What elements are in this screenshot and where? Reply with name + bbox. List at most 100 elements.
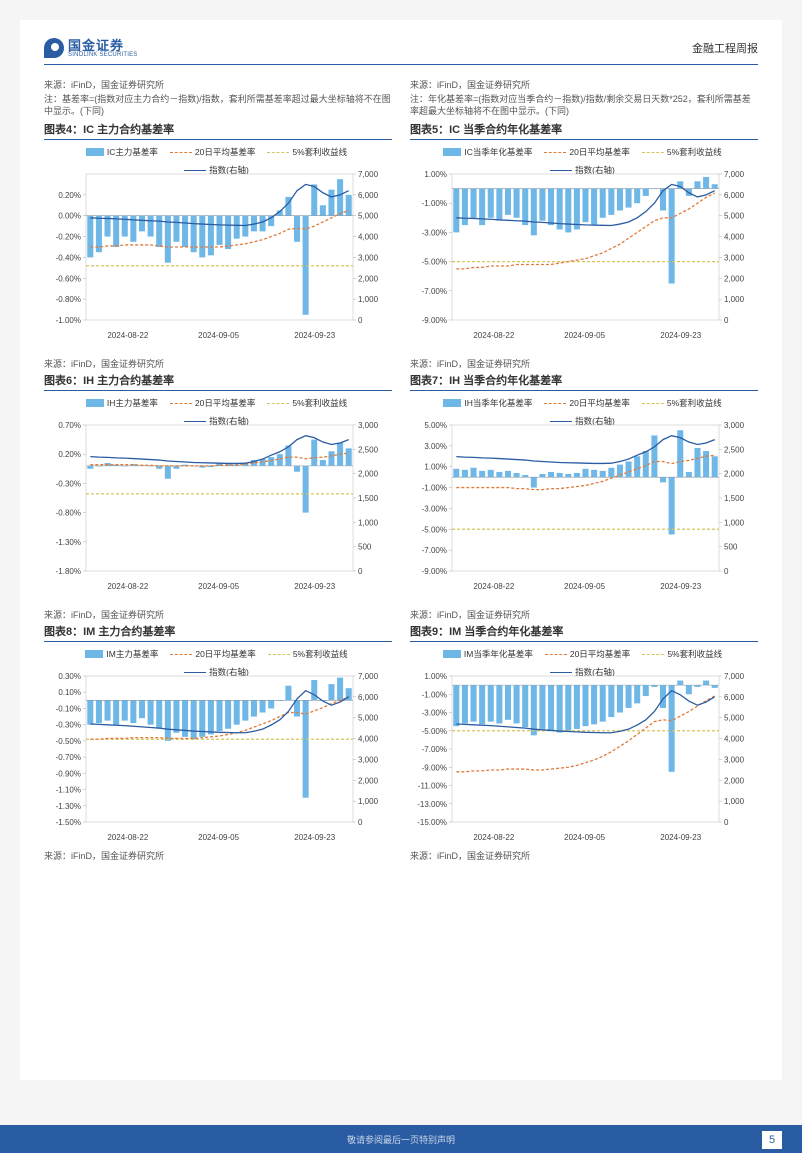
svg-text:2,000: 2,000 bbox=[358, 275, 379, 284]
svg-text:2024-08-22: 2024-08-22 bbox=[107, 331, 148, 340]
svg-text:-5.00%: -5.00% bbox=[422, 526, 447, 535]
svg-text:4,000: 4,000 bbox=[358, 735, 379, 744]
svg-text:2024-09-05: 2024-09-05 bbox=[564, 331, 605, 340]
svg-text:-0.50%: -0.50% bbox=[56, 737, 81, 746]
svg-text:2024-08-22: 2024-08-22 bbox=[107, 582, 148, 591]
svg-text:5,000: 5,000 bbox=[358, 714, 379, 723]
svg-text:5,000: 5,000 bbox=[358, 212, 379, 221]
svg-text:-0.90%: -0.90% bbox=[56, 770, 81, 779]
svg-text:4,000: 4,000 bbox=[724, 233, 745, 242]
svg-text:2,000: 2,000 bbox=[358, 777, 379, 786]
svg-text:1,000: 1,000 bbox=[724, 519, 745, 528]
svg-text:2024-09-23: 2024-09-23 bbox=[294, 331, 335, 340]
chart8: IM主力基差率20日平均基差率5%套利收益线指数(右轴)0.30%0.10%-0… bbox=[44, 646, 392, 846]
svg-text:-0.70%: -0.70% bbox=[56, 753, 81, 762]
svg-text:2024-09-05: 2024-09-05 bbox=[564, 582, 605, 591]
chart9-title: 图表9：IM 当季合约年化基差率 bbox=[410, 623, 758, 642]
chart7: IH当季年化基差率20日平均基差率5%套利收益线指数(右轴)5.00%3.00%… bbox=[410, 395, 758, 595]
source-label: 来源：iFinD，国金证券研究所 bbox=[44, 78, 392, 91]
svg-text:-1.30%: -1.30% bbox=[56, 802, 81, 811]
svg-text:1,000: 1,000 bbox=[724, 797, 745, 806]
svg-text:2024-09-05: 2024-09-05 bbox=[198, 582, 239, 591]
source-label: 来源：iFinD，国金证券研究所 bbox=[410, 608, 758, 621]
svg-text:-9.00%: -9.00% bbox=[422, 567, 447, 576]
svg-text:6,000: 6,000 bbox=[358, 191, 379, 200]
svg-text:0.70%: 0.70% bbox=[58, 421, 81, 430]
svg-text:0: 0 bbox=[724, 316, 729, 325]
svg-text:-0.60%: -0.60% bbox=[56, 275, 81, 284]
cell-mid-right: 来源：iFinD，国金证券研究所 图表7：IH 当季合约年化基差率 IH当季年化… bbox=[410, 354, 758, 595]
svg-text:0.20%: 0.20% bbox=[58, 191, 81, 200]
cell-top-left: 来源：iFinD，国金证券研究所 注：基差率=(指数对应主力合约－指数)/指数，… bbox=[44, 75, 392, 344]
svg-text:-7.00%: -7.00% bbox=[422, 745, 447, 754]
logo-en: SINOLINK SECURITIES bbox=[68, 52, 137, 58]
svg-text:3,000: 3,000 bbox=[358, 756, 379, 765]
svg-text:0.20%: 0.20% bbox=[58, 450, 81, 459]
svg-text:-1.10%: -1.10% bbox=[56, 786, 81, 795]
svg-text:0.00%: 0.00% bbox=[58, 212, 81, 221]
svg-text:-0.30%: -0.30% bbox=[56, 480, 81, 489]
source-label: 来源：iFinD，国金证券研究所 bbox=[410, 357, 758, 370]
svg-text:-3.00%: -3.00% bbox=[422, 229, 447, 238]
svg-text:1,000: 1,000 bbox=[358, 519, 379, 528]
chart8-title: 图表8：IM 主力合约基差率 bbox=[44, 623, 392, 642]
svg-text:1.00%: 1.00% bbox=[424, 170, 447, 179]
svg-text:1.00%: 1.00% bbox=[424, 672, 447, 681]
chart9: IM当季年化基差率20日平均基差率5%套利收益线指数(右轴)1.00%-1.00… bbox=[410, 646, 758, 846]
svg-text:1,000: 1,000 bbox=[358, 797, 379, 806]
svg-text:2024-09-23: 2024-09-23 bbox=[660, 833, 701, 842]
svg-text:-5.00%: -5.00% bbox=[422, 727, 447, 736]
svg-text:5.00%: 5.00% bbox=[424, 421, 447, 430]
chart6-title: 图表6：IH 主力合约基差率 bbox=[44, 372, 392, 391]
svg-text:7,000: 7,000 bbox=[724, 672, 745, 681]
svg-text:2024-09-23: 2024-09-23 bbox=[294, 582, 335, 591]
svg-text:-0.30%: -0.30% bbox=[56, 721, 81, 730]
svg-text:2,500: 2,500 bbox=[358, 446, 379, 455]
svg-text:-1.30%: -1.30% bbox=[56, 538, 81, 547]
svg-text:6,000: 6,000 bbox=[724, 693, 745, 702]
svg-text:3,000: 3,000 bbox=[358, 421, 379, 430]
svg-text:-5.00%: -5.00% bbox=[422, 258, 447, 267]
svg-text:6,000: 6,000 bbox=[358, 693, 379, 702]
svg-text:-0.40%: -0.40% bbox=[56, 254, 81, 263]
svg-text:-0.10%: -0.10% bbox=[56, 705, 81, 714]
svg-text:-1.80%: -1.80% bbox=[56, 567, 81, 576]
svg-text:4,000: 4,000 bbox=[724, 735, 745, 744]
svg-text:-15.00%: -15.00% bbox=[417, 818, 447, 827]
svg-text:500: 500 bbox=[358, 543, 372, 552]
svg-text:2024-09-23: 2024-09-23 bbox=[660, 582, 701, 591]
svg-text:2024-08-22: 2024-08-22 bbox=[473, 833, 514, 842]
svg-text:5,000: 5,000 bbox=[724, 714, 745, 723]
svg-text:-0.20%: -0.20% bbox=[56, 233, 81, 242]
svg-text:4,000: 4,000 bbox=[358, 233, 379, 242]
svg-text:500: 500 bbox=[724, 543, 738, 552]
svg-text:3,000: 3,000 bbox=[724, 254, 745, 263]
note-right: 注：年化基差率=(指数对应当季合约－指数)/指数/剩余交易日天数*252，套利所… bbox=[410, 93, 758, 117]
chart7-title: 图表7：IH 当季合约年化基差率 bbox=[410, 372, 758, 391]
svg-text:-1.00%: -1.00% bbox=[56, 316, 81, 325]
svg-text:-0.80%: -0.80% bbox=[56, 295, 81, 304]
chart4: IC主力基差率20日平均基差率5%套利收益线指数(右轴)0.20%0.00%-0… bbox=[44, 144, 392, 344]
svg-text:2024-09-05: 2024-09-05 bbox=[564, 833, 605, 842]
svg-text:7,000: 7,000 bbox=[358, 170, 379, 179]
svg-text:2024-09-23: 2024-09-23 bbox=[660, 331, 701, 340]
svg-text:2024-08-22: 2024-08-22 bbox=[473, 582, 514, 591]
source-label: 来源：iFinD，国金证券研究所 bbox=[44, 849, 392, 862]
svg-text:-9.00%: -9.00% bbox=[422, 316, 447, 325]
page: 国金证券 SINOLINK SECURITIES 金融工程周报 来源：iFinD… bbox=[20, 20, 782, 1080]
svg-text:-3.00%: -3.00% bbox=[422, 505, 447, 514]
svg-text:-1.50%: -1.50% bbox=[56, 818, 81, 827]
svg-text:0: 0 bbox=[724, 567, 729, 576]
svg-text:-3.00%: -3.00% bbox=[422, 709, 447, 718]
source-label: 来源：iFinD，国金证券研究所 bbox=[44, 608, 392, 621]
svg-text:3,000: 3,000 bbox=[724, 421, 745, 430]
page-number: 5 bbox=[760, 1131, 782, 1149]
chart5-title: 图表5：IC 当季合约年化基差率 bbox=[410, 121, 758, 140]
svg-text:1.00%: 1.00% bbox=[424, 463, 447, 472]
logo-icon bbox=[44, 38, 64, 58]
logo-cn: 国金证券 bbox=[68, 39, 137, 52]
page-footer: 敬请参阅最后一页特别声明 5 bbox=[0, 1125, 802, 1153]
svg-text:-7.00%: -7.00% bbox=[422, 546, 447, 555]
svg-text:3,000: 3,000 bbox=[358, 254, 379, 263]
svg-text:2024-08-22: 2024-08-22 bbox=[473, 331, 514, 340]
